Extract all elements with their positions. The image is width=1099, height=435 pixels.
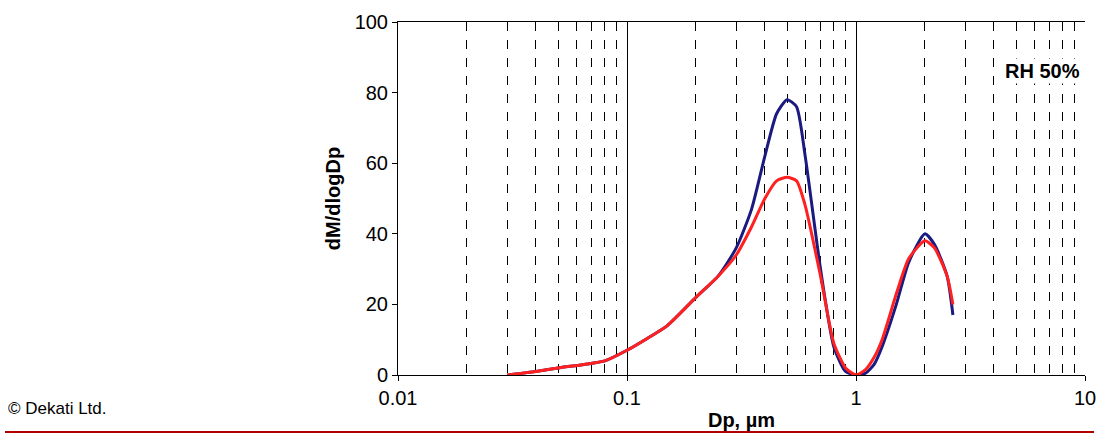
svg-text:0.1: 0.1	[613, 387, 641, 409]
svg-text:40: 40	[366, 223, 388, 245]
svg-text:RH 50%: RH 50%	[1005, 60, 1080, 82]
svg-text:80: 80	[366, 82, 388, 104]
svg-text:60: 60	[366, 152, 388, 174]
svg-text:100: 100	[355, 11, 388, 33]
svg-text:0: 0	[377, 364, 388, 386]
svg-text:Dp, µm: Dp, µm	[708, 409, 775, 431]
svg-text:© Dekati Ltd.: © Dekati Ltd.	[8, 399, 107, 418]
svg-text:0.01: 0.01	[379, 387, 418, 409]
svg-text:1: 1	[850, 387, 861, 409]
svg-text:10: 10	[1074, 387, 1096, 409]
svg-text:20: 20	[366, 293, 388, 315]
svg-text:dM/dlogDp: dM/dlogDp	[322, 147, 344, 250]
